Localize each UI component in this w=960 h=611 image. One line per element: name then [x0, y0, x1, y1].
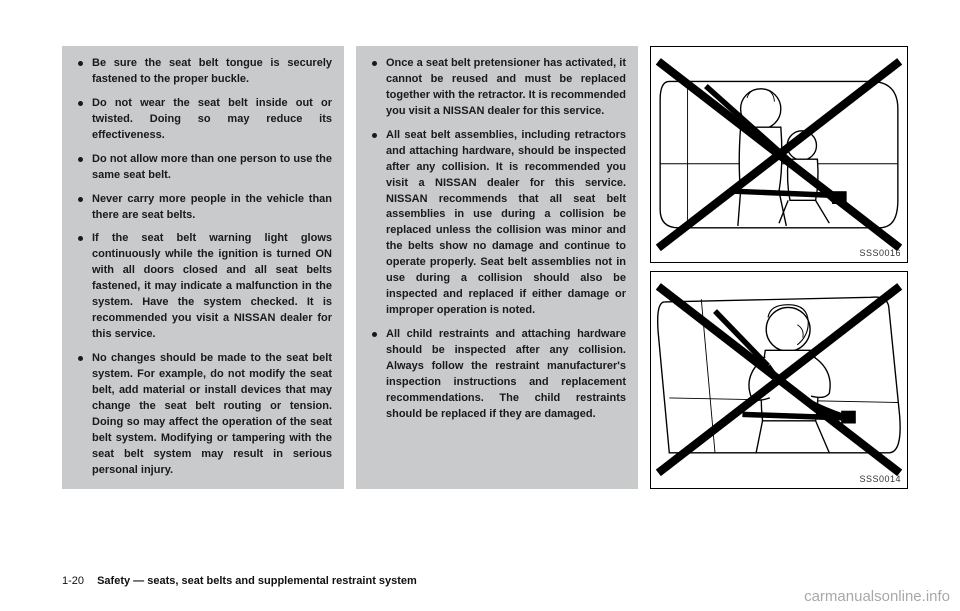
- page-number: 1-20: [62, 575, 84, 587]
- warning-item: Once a seat belt pretensioner has activa…: [368, 56, 626, 120]
- warning-item: Be sure the seat belt tongue is securely…: [74, 56, 332, 88]
- warning-item: Do not wear the seat belt inside out or …: [74, 96, 332, 144]
- page-footer: 1-20 Safety — seats, seat belts and supp…: [62, 575, 417, 587]
- seatbelt-misuse-illustration-top: [651, 47, 907, 262]
- warning-item: If the seat belt warning light glows con…: [74, 231, 332, 343]
- figure-belt-under-arm: SSS0014: [650, 271, 908, 488]
- figure-two-persons-one-belt: SSS0016: [650, 46, 908, 263]
- warning-list-left: Be sure the seat belt tongue is securely…: [74, 56, 332, 479]
- warning-item: All child restraints and attaching hardw…: [368, 327, 626, 423]
- page-content: Be sure the seat belt tongue is securely…: [62, 46, 908, 489]
- watermark: carmanualsonline.info: [804, 588, 950, 605]
- warning-item: All seat belt assemblies, including retr…: [368, 128, 626, 319]
- seatbelt-misuse-illustration-bottom: [651, 272, 907, 487]
- warning-item: Do not allow more than one person to use…: [74, 152, 332, 184]
- warning-list-center: Once a seat belt pretensioner has activa…: [368, 56, 626, 423]
- figure-label: SSS0014: [859, 474, 901, 484]
- figure-label: SSS0016: [859, 248, 901, 258]
- warning-column-center: Once a seat belt pretensioner has activa…: [356, 46, 638, 489]
- figure-column: SSS0016: [650, 46, 908, 489]
- warning-item: Never carry more people in the vehicle t…: [74, 192, 332, 224]
- warning-item: No changes should be made to the seat be…: [74, 351, 332, 479]
- warning-column-left: Be sure the seat belt tongue is securely…: [62, 46, 344, 489]
- section-title: Safety — seats, seat belts and supplemen…: [97, 575, 417, 587]
